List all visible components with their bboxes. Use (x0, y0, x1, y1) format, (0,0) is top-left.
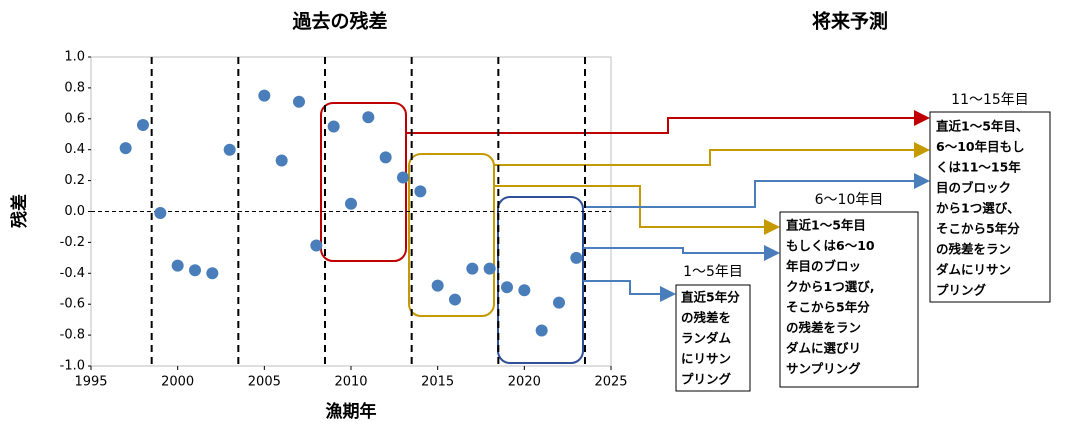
point (293, 95, 305, 108)
point (206, 267, 219, 280)
arrow (583, 245, 780, 261)
note-title: 1～5年目 (683, 264, 743, 280)
point (466, 262, 479, 275)
point (119, 142, 132, 155)
note-line: プリング (681, 372, 732, 387)
note-title: 6～10年目 (815, 192, 884, 208)
x-tick-label: 2000 (161, 375, 194, 390)
x-tick-label: 2025 (594, 375, 627, 390)
y-tick-label: 1.0 (64, 50, 85, 65)
point (397, 171, 409, 184)
note-line: サンプリング (786, 361, 861, 376)
point (570, 251, 583, 264)
y-tick-label: -0.2 (60, 235, 85, 250)
y-tick-label: -0.4 (60, 266, 85, 281)
y-tick-label: -0.8 (60, 328, 85, 343)
point (431, 279, 444, 292)
point (275, 154, 288, 167)
point (535, 324, 548, 337)
note-line: もしくは6～10 (786, 238, 875, 253)
point (345, 197, 357, 210)
arrow (583, 280, 676, 302)
y-tick-label: -0.6 (60, 297, 85, 312)
point (258, 89, 271, 102)
y-tick-label: 0.8 (64, 80, 85, 95)
note-line: 直近1～5年目 (786, 218, 866, 233)
point (379, 151, 392, 164)
y-tick-label: 0.4 (64, 142, 85, 157)
x-tick-label: 2020 (508, 375, 541, 390)
y-tick-label: 0.6 (64, 111, 85, 126)
note-line: の残差をラン (936, 242, 1011, 257)
arrow (583, 173, 930, 208)
point (327, 120, 340, 133)
x-tick-label: 2010 (334, 375, 367, 390)
point (362, 111, 375, 124)
y-tick-label: -1.0 (60, 359, 85, 374)
note-line: 6～10年目もし (936, 139, 1025, 154)
arrow (494, 142, 930, 166)
note-line: 直近1～5年目、 (936, 119, 1028, 134)
y-axis-label: 残差 (9, 194, 30, 228)
point (137, 118, 149, 131)
block-box (497, 196, 584, 364)
point (501, 281, 513, 294)
note-line: ダムに選びリ (786, 341, 861, 356)
arrow (406, 110, 930, 134)
note-line: 目のブロック (936, 180, 1011, 195)
point (223, 143, 236, 156)
y-tick-label: 0.2 (64, 173, 85, 188)
point (171, 259, 184, 272)
point (310, 239, 323, 252)
point (483, 262, 496, 275)
chart-title: 過去の残差 (292, 10, 387, 33)
note-line: そこから5年分 (936, 221, 1020, 236)
point (189, 264, 201, 277)
note-box (675, 284, 751, 392)
x-tick-label: 2005 (248, 375, 281, 390)
note-line: 年目のブロッ (786, 259, 861, 274)
note-line: ダムにリサン (936, 262, 1011, 277)
point (553, 296, 565, 309)
note-line: くは11～15年 (936, 160, 1021, 175)
point (414, 185, 427, 198)
x-tick-label: 2015 (421, 375, 454, 390)
x-axis-label: 漁期年 (326, 401, 377, 422)
note-line: プリング (936, 283, 987, 298)
point (449, 293, 461, 306)
note-title: 11～15年目 (951, 92, 1029, 108)
point (518, 284, 531, 297)
note-box (929, 111, 1051, 303)
note-line: ランダム (681, 331, 732, 346)
x-tick-label: 1995 (74, 375, 107, 390)
chart-subtitle: 将来予測 (812, 10, 888, 33)
note-line: の残差をラン (786, 320, 861, 335)
block-box (408, 153, 495, 317)
point (154, 207, 167, 220)
note-box (779, 211, 919, 388)
note-line: 直近5年分 (681, 290, 740, 305)
y-tick-label: 0.0 (64, 204, 85, 219)
note-line: クから1つ選び, (786, 279, 874, 294)
note-line: の残差を (681, 310, 731, 325)
note-line: そこから5年分 (786, 300, 870, 315)
note-line: にリサン (681, 351, 731, 366)
note-line: から1つ選び、 (936, 201, 1020, 216)
